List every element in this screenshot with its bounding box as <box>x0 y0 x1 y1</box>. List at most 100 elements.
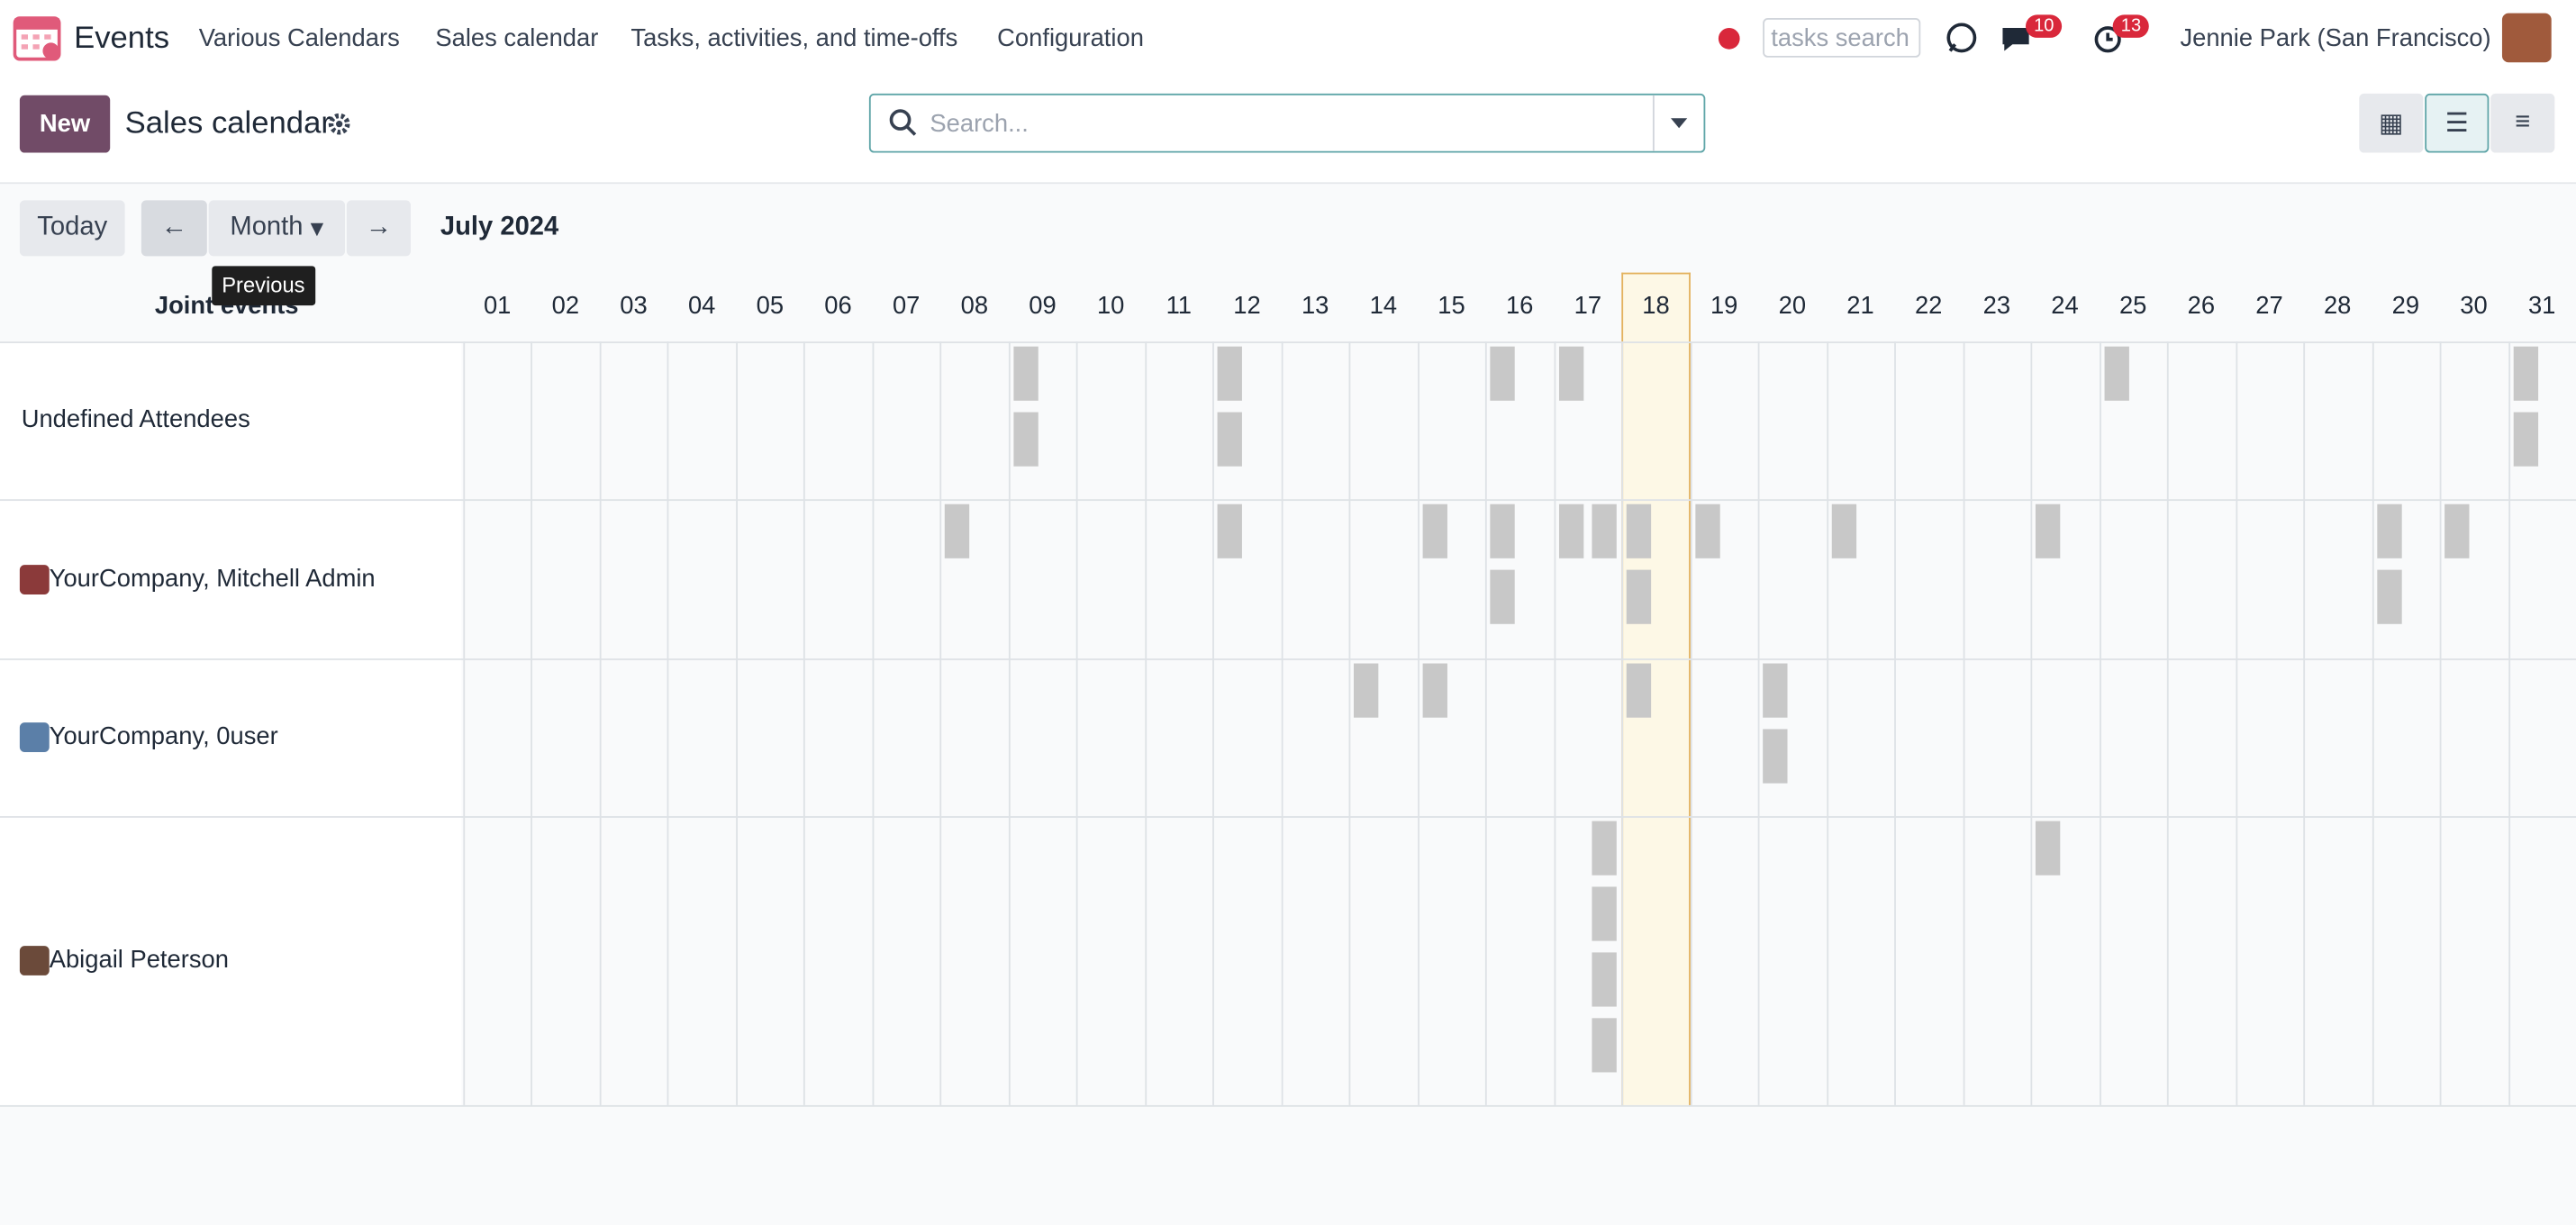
column-line <box>872 341 875 1105</box>
day-label: 18 <box>1642 292 1670 321</box>
event-block[interactable] <box>2036 504 2061 558</box>
event-block[interactable] <box>2103 346 2129 401</box>
event-block[interactable] <box>1763 729 1788 784</box>
tasks-search[interactable]: tasks search <box>1763 18 1921 58</box>
app-logo[interactable] <box>13 14 63 63</box>
row-background <box>0 659 462 817</box>
menu-item[interactable]: Configuration <box>997 24 1144 53</box>
event-block[interactable] <box>945 504 970 558</box>
column-line <box>736 341 738 1105</box>
discuss-icon[interactable] <box>1944 20 1980 56</box>
event-block[interactable] <box>2512 412 2538 467</box>
list-view[interactable]: ≡ <box>2490 93 2555 153</box>
column-line <box>2099 341 2101 1105</box>
gantt-view[interactable]: ☰ <box>2425 93 2490 153</box>
scale-label: Month <box>230 213 304 241</box>
event-block[interactable] <box>1591 504 1617 558</box>
search-toggle[interactable] <box>1669 115 1689 132</box>
record-dot[interactable] <box>1718 27 1740 50</box>
column-line <box>940 341 942 1105</box>
day-label: 31 <box>2527 292 2556 321</box>
event-block[interactable] <box>2376 504 2401 558</box>
column-line <box>1621 341 1624 1105</box>
event-block[interactable] <box>1218 346 1243 401</box>
column-line <box>1963 341 1964 1105</box>
event-block[interactable] <box>2512 346 2538 401</box>
row-background <box>0 501 462 659</box>
column-line <box>1417 341 1420 1105</box>
event-block[interactable] <box>1490 346 1516 401</box>
day-label: 09 <box>1029 292 1057 321</box>
column-line <box>1076 341 1079 1105</box>
day-label: 05 <box>756 292 785 321</box>
column-line <box>1894 341 1897 1105</box>
event-block[interactable] <box>2444 504 2470 558</box>
event-block[interactable] <box>1763 663 1788 718</box>
next-button[interactable]: → <box>346 200 411 257</box>
user-avatar[interactable] <box>2501 13 2552 63</box>
column-line <box>463 341 466 1105</box>
row-label: Undefined Attendees <box>21 405 250 434</box>
day-label: 27 <box>2255 292 2283 321</box>
activities-icon[interactable] <box>2091 23 2124 56</box>
day-label: 06 <box>824 292 852 321</box>
search-box[interactable] <box>868 93 1706 153</box>
event-block[interactable] <box>1490 569 1516 624</box>
event-block[interactable] <box>1558 504 1583 558</box>
column-line <box>2303 341 2306 1105</box>
row-label: YourCompany, Mitchell Admin <box>49 564 376 593</box>
user-name[interactable]: Jennie Park (San Francisco) <box>2180 24 2491 53</box>
day-label: 20 <box>1778 292 1807 321</box>
period-label: July 2024 <box>440 213 559 241</box>
event-block[interactable] <box>1627 663 1652 718</box>
event-block[interactable] <box>1558 346 1583 401</box>
event-block[interactable] <box>1831 504 1856 558</box>
day-label: 17 <box>1574 292 1602 321</box>
event-block[interactable] <box>1354 663 1379 718</box>
menu-item[interactable]: Tasks, activities, and time-offs <box>630 24 958 53</box>
event-block[interactable] <box>1422 663 1447 718</box>
row-line <box>0 658 2576 660</box>
messages-badge: 10 <box>2025 14 2063 38</box>
row-line <box>0 499 2576 502</box>
gear-icon[interactable] <box>327 112 351 136</box>
row-background <box>0 343 462 500</box>
day-label: 30 <box>2460 292 2488 321</box>
new-button[interactable]: New <box>19 95 111 153</box>
column-line <box>1826 341 1828 1105</box>
search-icon <box>889 109 917 136</box>
column-line <box>1554 341 1556 1105</box>
menu-item[interactable]: Various Calendars <box>198 24 400 53</box>
previous-button[interactable]: ← <box>141 200 207 257</box>
menu-item[interactable]: Sales calendar <box>435 24 599 53</box>
app-name[interactable]: Events <box>74 21 170 56</box>
event-block[interactable] <box>2036 821 2061 876</box>
event-block[interactable] <box>1218 504 1243 558</box>
event-block[interactable] <box>1422 504 1447 558</box>
event-block[interactable] <box>1218 412 1243 467</box>
today-button[interactable]: Today <box>19 200 125 257</box>
event-block[interactable] <box>1591 821 1617 876</box>
event-block[interactable] <box>1627 569 1652 624</box>
scale-dropdown[interactable]: Month ▾ <box>208 200 346 257</box>
gantt-grid: Joint events 01 02 03 04 05 06 07 08 09 10 11 12 13 14… <box>0 272 2576 1107</box>
messages-icon[interactable] <box>2000 23 2036 56</box>
day-label: 24 <box>2051 292 2079 321</box>
event-block[interactable] <box>1591 1018 1617 1073</box>
event-block[interactable] <box>1013 412 1039 467</box>
event-block[interactable] <box>1490 504 1516 558</box>
day-label: 15 <box>1438 292 1465 321</box>
event-block[interactable] <box>1627 504 1652 558</box>
event-block[interactable] <box>2376 569 2401 624</box>
column-line <box>667 341 670 1105</box>
day-label: 21 <box>1846 292 1874 321</box>
column-line <box>2167 341 2169 1105</box>
event-block[interactable] <box>1591 886 1617 941</box>
column-line <box>803 341 806 1105</box>
view-title: Sales calendar <box>124 106 331 141</box>
event-block[interactable] <box>1591 952 1617 1007</box>
calendar-view[interactable]: ▦ <box>2359 93 2424 153</box>
event-block[interactable] <box>1013 346 1039 401</box>
event-block[interactable] <box>1694 504 1720 558</box>
